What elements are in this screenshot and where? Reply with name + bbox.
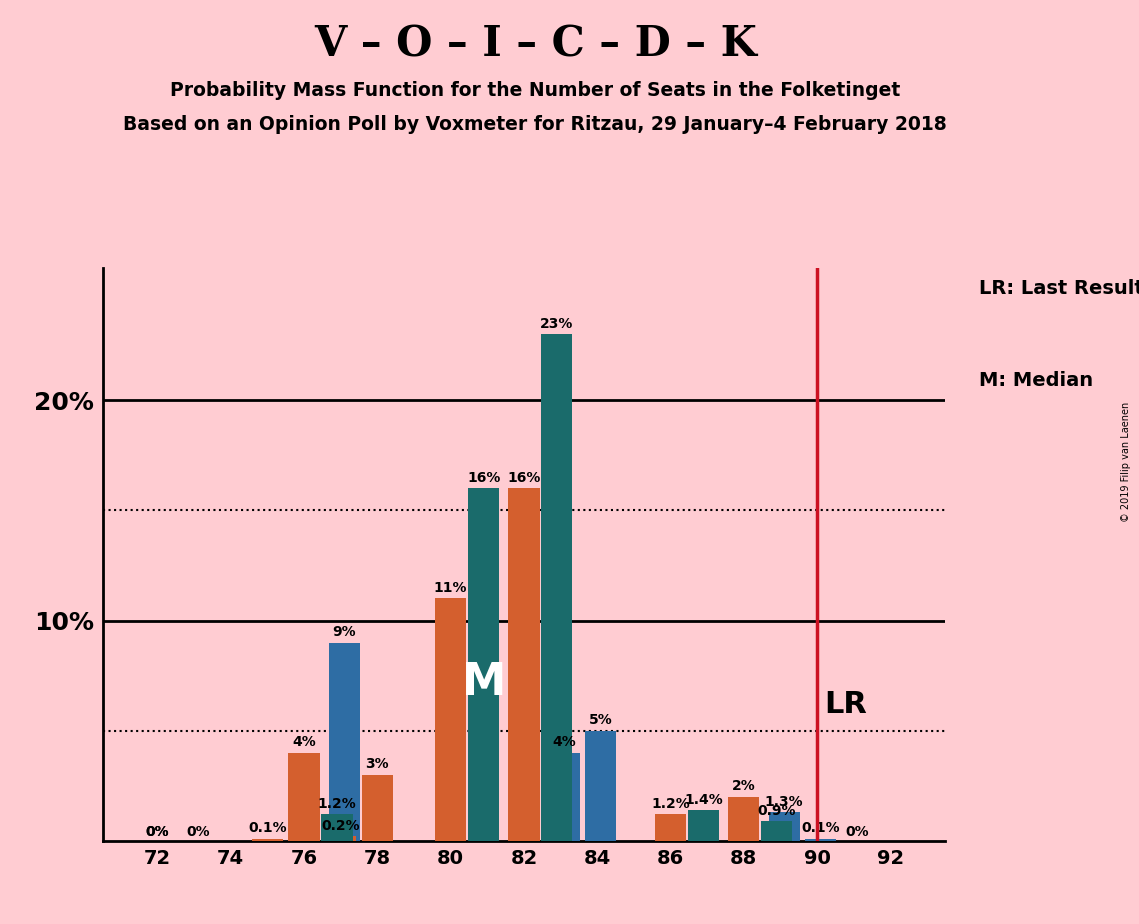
Text: 1.2%: 1.2% (652, 797, 690, 811)
Text: 2%: 2% (732, 780, 755, 794)
Bar (329, 642, 360, 841)
Text: 9%: 9% (333, 626, 357, 639)
Text: 3%: 3% (366, 758, 390, 772)
Text: 0.9%: 0.9% (757, 804, 796, 818)
Bar (655, 814, 686, 841)
Bar (728, 796, 760, 841)
Bar (585, 731, 616, 841)
Text: 0%: 0% (845, 825, 869, 839)
Text: 16%: 16% (507, 471, 541, 485)
Text: 4%: 4% (293, 736, 316, 749)
Text: 11%: 11% (434, 581, 467, 595)
Bar (362, 774, 393, 841)
Text: 0.2%: 0.2% (321, 820, 360, 833)
Text: 0%: 0% (146, 825, 170, 839)
Bar (288, 753, 320, 841)
Text: 0.1%: 0.1% (248, 821, 287, 835)
Text: 16%: 16% (467, 471, 500, 485)
Text: 0.1%: 0.1% (802, 821, 841, 835)
Text: M: M (461, 661, 506, 704)
Text: 5%: 5% (589, 713, 613, 727)
Text: LR: Last Result: LR: Last Result (980, 279, 1139, 298)
Bar (805, 839, 836, 841)
Text: V – O – I – C – D – K: V – O – I – C – D – K (314, 23, 756, 65)
Text: M: Median: M: Median (980, 371, 1093, 390)
Text: 1.2%: 1.2% (318, 797, 357, 811)
Text: 4%: 4% (552, 736, 576, 749)
Text: 1.3%: 1.3% (764, 795, 803, 808)
Bar (321, 814, 353, 841)
Bar (549, 753, 580, 841)
Bar (435, 599, 466, 841)
Text: Based on an Opinion Poll by Voxmeter for Ritzau, 29 January–4 February 2018: Based on an Opinion Poll by Voxmeter for… (123, 116, 948, 135)
Text: Probability Mass Function for the Number of Seats in the Folketinget: Probability Mass Function for the Number… (170, 81, 901, 101)
Bar (325, 836, 357, 841)
Bar (761, 821, 793, 841)
Text: 1.4%: 1.4% (685, 793, 723, 807)
Text: 0%: 0% (186, 825, 210, 839)
Bar (468, 488, 499, 841)
Bar (541, 334, 573, 841)
Bar (688, 810, 719, 841)
Text: LR: LR (825, 689, 867, 719)
Text: 0%: 0% (146, 825, 170, 839)
Text: 23%: 23% (540, 317, 574, 331)
Bar (252, 839, 282, 841)
Bar (508, 488, 540, 841)
Bar (769, 812, 800, 841)
Text: © 2019 Filip van Laenen: © 2019 Filip van Laenen (1121, 402, 1131, 522)
